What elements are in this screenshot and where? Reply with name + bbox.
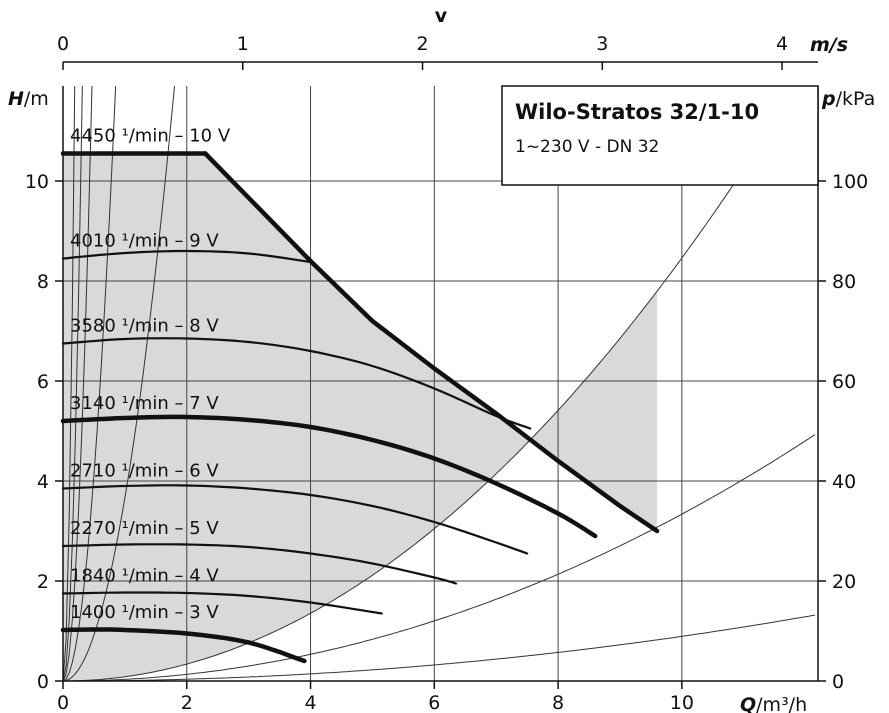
x-tick-label: 8 <box>552 692 564 713</box>
y2-axis-label-symbol: p <box>821 88 836 110</box>
x-tick-label: 0 <box>57 692 69 713</box>
system-curve <box>63 86 117 681</box>
curve-label: 3140 ¹/min – 7 V <box>70 393 219 414</box>
system-curve <box>63 434 816 681</box>
chart-subtitle: 1~230 V - DN 32 <box>515 137 659 157</box>
y2-tick-label: 40 <box>832 471 856 493</box>
operating-area <box>63 153 658 681</box>
curve-label: 4450 ¹/min – 10 V <box>70 126 231 147</box>
speed-curve <box>60 414 598 539</box>
system-curve <box>63 86 176 681</box>
speed-curves: 4450 ¹/min – 10 V 4010 ¹/min – 9 V 3580 ¹/… <box>60 126 660 664</box>
top-axis-name: v <box>435 5 448 27</box>
system-curve <box>63 86 83 681</box>
y2-tick-label: 100 <box>832 171 868 193</box>
curve-label: 2270 ¹/min – 5 V <box>70 518 219 539</box>
operating-area-fill <box>63 153 658 681</box>
x-tick-label: 4 <box>304 692 316 713</box>
x-tick-label: 10 <box>670 692 694 713</box>
x-axis-label-symbol: Q <box>740 694 756 713</box>
speed-curve <box>60 627 307 664</box>
x-tick-label: 6 <box>428 692 440 713</box>
y-tick-label: 8 <box>37 271 49 293</box>
system-curve <box>63 86 93 681</box>
curve-label: 1840 ¹/min – 4 V <box>70 566 219 587</box>
y-axis-label: H/m <box>8 88 49 110</box>
x-axis-label-unit: /m³/h <box>756 694 807 713</box>
speed-curve <box>61 337 532 430</box>
curve-label: 2710 ¹/min – 6 V <box>70 461 219 482</box>
y-axis-label-unit: /m <box>24 88 49 110</box>
speed-curve <box>61 543 458 585</box>
y2-axis-label-unit: /kPa <box>836 88 876 110</box>
system-curves <box>63 86 816 681</box>
speed-curve <box>61 591 383 615</box>
x-axis-label: Q/m³/h <box>740 694 807 713</box>
top-tick-label: 0 <box>57 33 69 55</box>
y2-axis-label: p/kPa <box>821 88 875 110</box>
max-curve <box>203 151 660 534</box>
y-tick-label: 4 <box>37 471 49 493</box>
curve-label: 4010 ¹/min – 9 V <box>70 231 219 252</box>
y-tick-label: 0 <box>37 671 49 693</box>
y2-tick-label: 80 <box>832 271 856 293</box>
chart-title: Wilo-Stratos 32/1-10 <box>515 100 759 124</box>
top-tick-label: 2 <box>416 33 428 55</box>
y-tick-label: 10 <box>25 171 49 193</box>
y-tick-label: 2 <box>37 571 49 593</box>
x-tick-label: 2 <box>181 692 193 713</box>
top-tick-label: 4 <box>776 33 788 55</box>
system-curve <box>63 614 815 681</box>
y2-tick-label: 60 <box>832 371 856 393</box>
y-axis-label-symbol: H <box>8 88 24 110</box>
system-curve <box>63 86 76 681</box>
speed-curve <box>61 484 529 555</box>
top-tick-label: 3 <box>596 33 608 55</box>
curve-label: 3580 ¹/min – 8 V <box>70 316 219 337</box>
curve-label: 1400 ¹/min – 3 V <box>70 602 219 623</box>
title-box <box>501 85 819 186</box>
speed-curve <box>61 249 312 264</box>
y2-tick-label: 20 <box>832 571 856 593</box>
top-tick-label: 1 <box>237 33 249 55</box>
system-curve <box>63 86 798 681</box>
y-tick-label: 6 <box>37 371 49 393</box>
y2-tick-label: 0 <box>832 671 844 693</box>
top-axis-unit: m/s <box>810 34 848 56</box>
